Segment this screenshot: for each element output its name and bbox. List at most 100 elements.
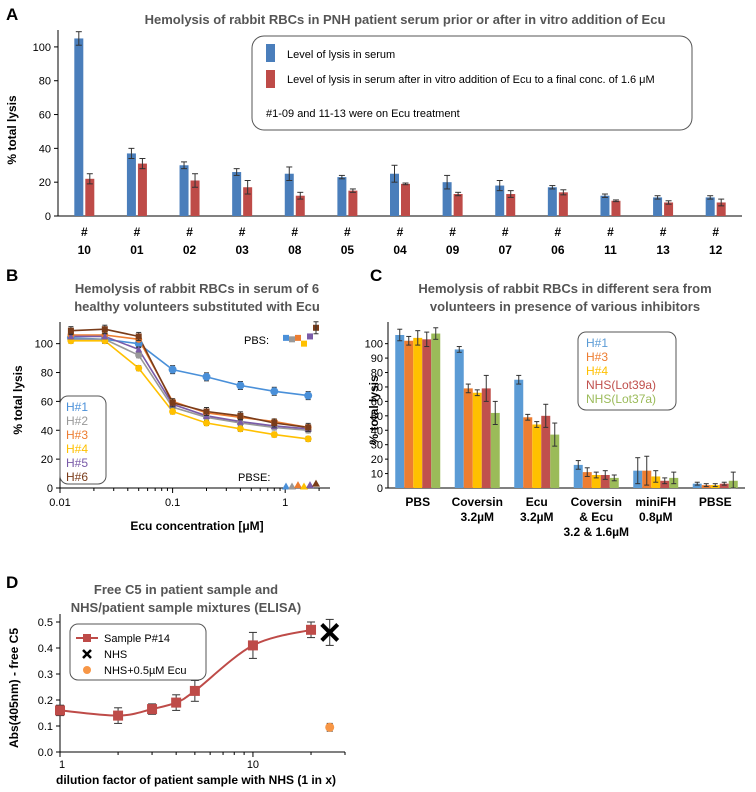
point-H1 xyxy=(168,365,177,374)
panel-a-category-label: 06 xyxy=(551,243,565,257)
bar-H#3-PBS xyxy=(404,340,414,488)
bar-serum-09 xyxy=(442,182,452,216)
point-H2 xyxy=(135,351,143,359)
panel-a-category-prefix: # xyxy=(239,225,246,239)
panel-c: C Hemolysis of rabbit RBCs in different … xyxy=(365,266,745,539)
point-H6 xyxy=(237,412,244,419)
panel-c-category-label: Coversin xyxy=(452,495,503,509)
panel-a-category-prefix: # xyxy=(712,225,719,239)
panel-d-xlabel: dilution factor of patient sample with N… xyxy=(56,773,336,787)
panel-a-category-prefix: # xyxy=(607,225,614,239)
legend-marker-nhs-ecu xyxy=(83,666,91,674)
panel-c-ytick-label: 70 xyxy=(371,382,383,394)
panel-d-ytick-label: 0.5 xyxy=(38,617,53,629)
panel-a-category-label: 12 xyxy=(709,243,723,257)
panel-a-category-label: 02 xyxy=(183,243,197,257)
pbse-point-H2 xyxy=(288,482,296,490)
bar-serum-ecu-07 xyxy=(506,194,516,216)
bar-serum-ecu-12 xyxy=(716,202,726,216)
bar-serum-06 xyxy=(547,187,557,216)
bar-serum-10 xyxy=(74,38,84,216)
panel-c-category-label: Ecu xyxy=(526,495,548,509)
panel-d-ytick-label: 0.0 xyxy=(38,747,53,759)
pbs-annotation: PBS: xyxy=(244,335,269,347)
panel-a-category-label: 07 xyxy=(499,243,513,257)
panel-c-title-line1: Hemolysis of rabbit RBCs in different se… xyxy=(418,281,711,296)
legend-label-sample-p14: Sample P#14 xyxy=(104,633,170,645)
point-sample-p14 xyxy=(113,710,124,721)
pbs-point-H4 xyxy=(301,340,307,347)
bar-H#3-Ecu xyxy=(523,417,533,488)
panel-a-category-prefix: # xyxy=(397,225,404,239)
line-H6 xyxy=(70,328,309,429)
pbse-point-H3 xyxy=(294,481,302,489)
point-sample-p14 xyxy=(189,685,200,696)
panel-a-ylabel: % total lysis xyxy=(5,95,19,165)
panel-b-legend-H6: H#6 xyxy=(66,470,88,484)
bar-serum-ecu-08 xyxy=(295,195,305,216)
panel-a-category-label: 05 xyxy=(341,243,355,257)
panel-a-category-label: 13 xyxy=(656,243,670,257)
pbse-point-H5 xyxy=(306,481,314,489)
panel-a-category-prefix: # xyxy=(502,225,509,239)
pbs-point-H1 xyxy=(283,334,289,341)
pbs-point-H3 xyxy=(295,334,301,341)
bar-NHS(Lot37a)-Coversin xyxy=(490,412,500,488)
panel-a-category-prefix: # xyxy=(449,225,456,239)
pbse-point-H4 xyxy=(300,482,308,490)
panel-a-legend-box xyxy=(251,35,693,131)
panel-a-ytick-label: 100 xyxy=(33,42,51,54)
panel-a-category-label: 03 xyxy=(235,243,249,257)
bar-H#1-PBSE xyxy=(692,483,702,488)
panel-a: A Hemolysis of rabbit RBCs in PNH patien… xyxy=(5,5,742,257)
bar-H#3-Coversin xyxy=(582,472,592,488)
point-H1 xyxy=(304,391,313,400)
line-H4 xyxy=(70,340,309,440)
panel-a-title: Hemolysis of rabbit RBCs in PNH patient … xyxy=(145,12,666,27)
bar-serum-ecu-09 xyxy=(453,194,463,216)
point-H6 xyxy=(135,333,142,340)
panel-d-ylabel: Abs(405nm) - free C5 xyxy=(7,628,21,748)
point-H1 xyxy=(202,372,211,381)
panel-a-ytick-label: 0 xyxy=(45,211,51,223)
bar-serum-ecu-10 xyxy=(85,178,95,216)
panel-c-ytick-label: 90 xyxy=(371,353,383,365)
point-H5 xyxy=(236,418,244,425)
panel-b-xtick-label: 1 xyxy=(282,497,288,509)
bar-NHS(Lot37a)-PBS xyxy=(431,333,441,488)
bar-NHS(Lot39a)-PBSE xyxy=(719,483,729,488)
bar-H#1-Coversin xyxy=(454,349,464,488)
panel-a-category-label: 08 xyxy=(288,243,302,257)
panel-b-legend-H3: H#3 xyxy=(66,428,88,442)
point-H4 xyxy=(169,407,177,415)
bar-NHS(Lot39a)-miniFH xyxy=(660,480,670,488)
point-H1 xyxy=(270,387,279,396)
point-H4 xyxy=(202,419,210,427)
panel-b-legend-H2: H#2 xyxy=(66,414,88,428)
panel-a-category-label: 10 xyxy=(78,243,92,257)
point-sample-p14 xyxy=(306,624,317,635)
panel-c-category-label: & Ecu xyxy=(579,510,613,524)
legend-swatch-serum-ecu xyxy=(266,70,275,88)
point-H6 xyxy=(203,408,210,415)
line-H2 xyxy=(70,338,309,432)
panel-c-ytick-label: 20 xyxy=(371,454,383,466)
legend-label-nhs: NHS xyxy=(104,649,127,661)
panel-b-letter: B xyxy=(6,266,18,285)
pbse-point-H6 xyxy=(312,479,320,487)
panel-c-title-line2: volunteers in presence of various inhibi… xyxy=(430,299,700,314)
bar-NHS(Lot39a)-Coversin xyxy=(481,388,491,488)
point-nhs-ecu xyxy=(325,722,335,732)
panel-d-ytick-label: 0.3 xyxy=(38,669,53,681)
bar-H#4-Coversin xyxy=(472,392,482,488)
bar-H#4-Coversin xyxy=(591,475,601,488)
bar-NHS(Lot37a)-Ecu xyxy=(550,434,560,488)
panel-c-category-label: 3.2µM xyxy=(460,510,494,524)
panel-a-category-prefix: # xyxy=(134,225,141,239)
panel-d-letter: D xyxy=(6,573,18,592)
panel-c-category-label: 0.8µM xyxy=(639,510,673,524)
panel-b-legend-H1: H#1 xyxy=(66,400,88,414)
panel-c-ytick-label: 80 xyxy=(371,368,383,380)
panel-b-ylabel: % total lysis xyxy=(11,365,25,435)
point-nhs xyxy=(320,622,340,642)
